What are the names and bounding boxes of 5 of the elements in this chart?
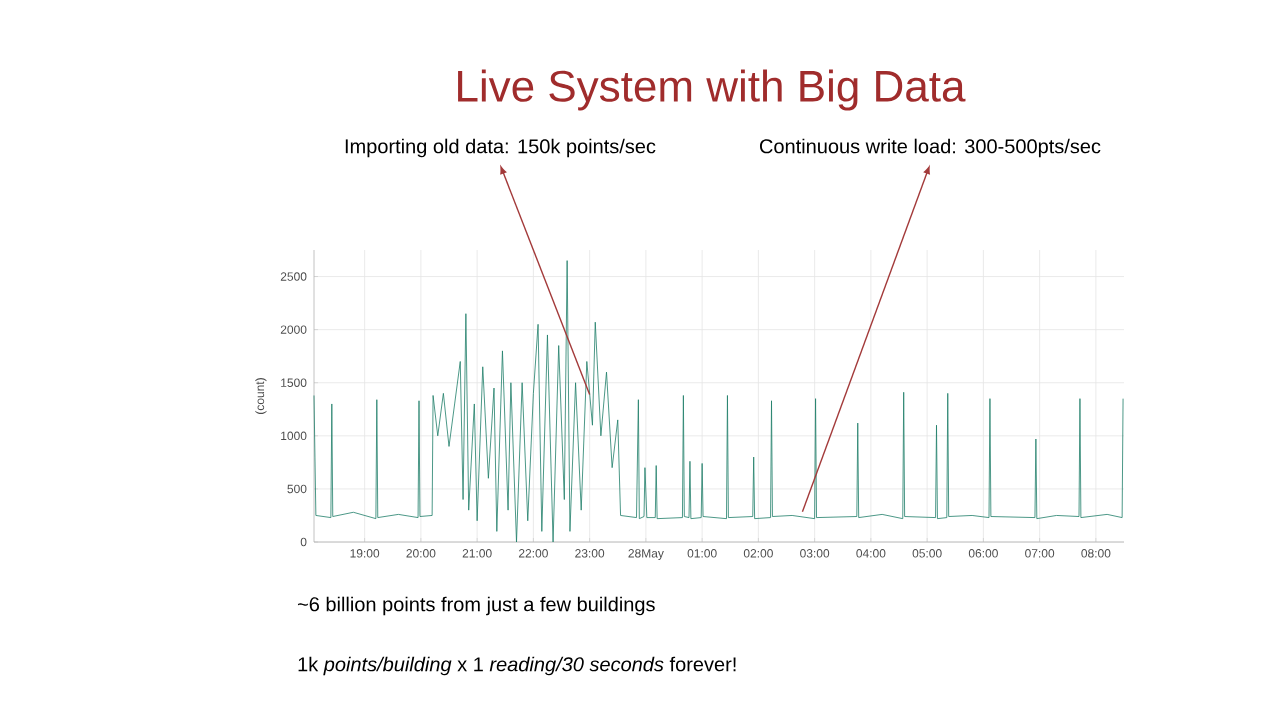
text: 1k points/building x 1 reading/30 seconds forever! bbox=[298, 656, 736, 676]
annotation: Importing old data: 150k points/sec bbox=[345, 138, 656, 158]
text: ~6 billion points from just a few buildings bbox=[297, 596, 655, 616]
chart-title: Live System with Big Data bbox=[458, 69, 966, 111]
annotation: Continuous write load: 300-500pts/sec bbox=[759, 138, 1101, 158]
